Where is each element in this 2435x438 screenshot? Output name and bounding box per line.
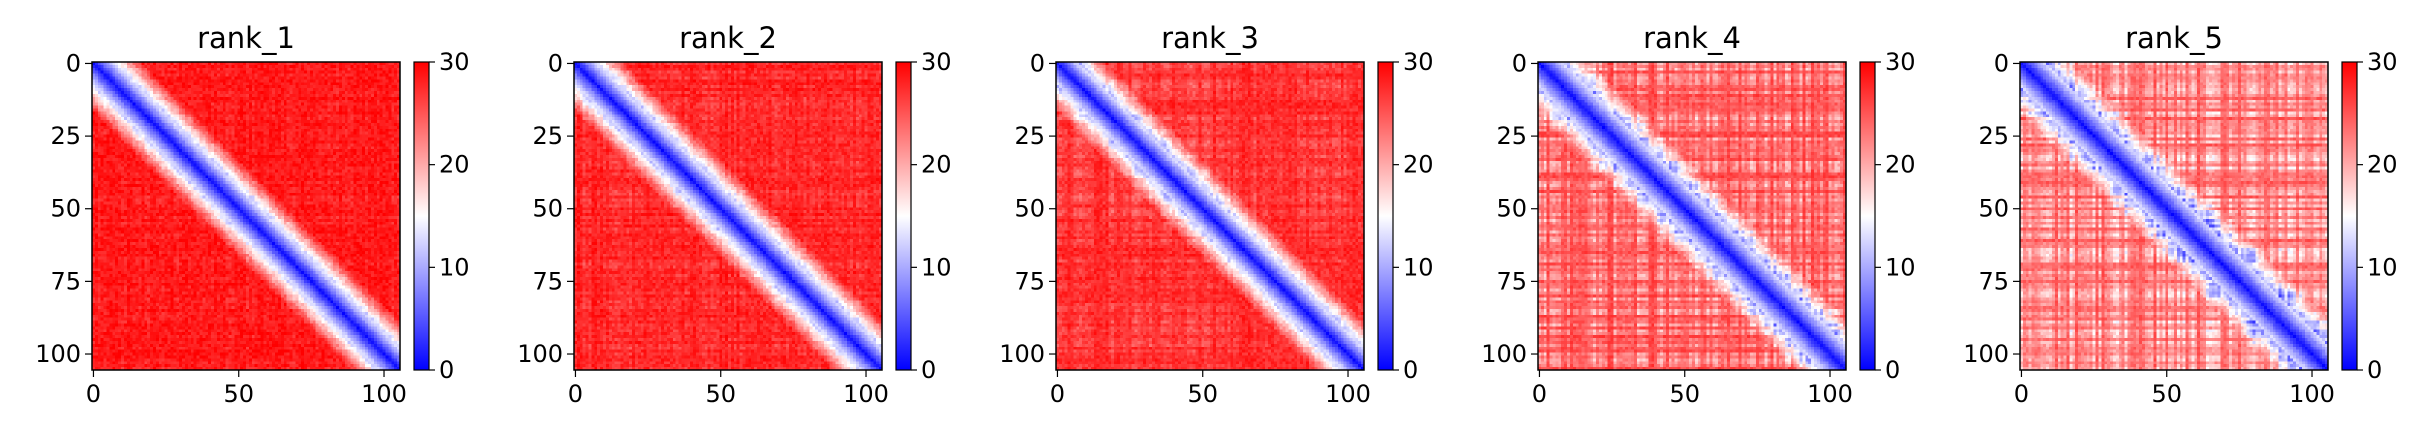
colorbar-tick-label: 10 (1403, 253, 1434, 281)
y-tick-label: 75 (1978, 267, 2009, 295)
y-tick-label: 75 (532, 267, 563, 295)
x-tick-label: 100 (2289, 380, 2335, 408)
colorbar (413, 61, 430, 371)
panel-title: rank_5 (2125, 21, 2223, 55)
y-tick-label: 75 (50, 267, 81, 295)
heatmap-frame (1055, 61, 1365, 371)
x-tick-label: 0 (1532, 380, 1547, 408)
y-tick-label: 50 (50, 195, 81, 223)
colorbar (1859, 61, 1876, 371)
heatmap-frame (1537, 61, 1847, 371)
colorbar (1377, 61, 1394, 371)
y-tick-label: 50 (1014, 195, 1045, 223)
colorbar-tick-label: 0 (1885, 356, 1900, 384)
x-tick-label: 0 (86, 380, 101, 408)
colorbar-tick-label: 30 (1885, 48, 1916, 76)
panel-title: rank_1 (197, 21, 295, 55)
y-tick-label: 0 (548, 49, 563, 77)
x-tick-label: 100 (1807, 380, 1853, 408)
heatmap-cells (574, 62, 882, 370)
colorbar-tick-label: 20 (921, 151, 952, 179)
x-tick-label: 100 (361, 380, 407, 408)
colorbar-tick-label: 30 (439, 48, 470, 76)
colorbar-tick-label: 30 (921, 48, 952, 76)
heatmap-cells (2020, 62, 2328, 370)
x-tick-label: 0 (2014, 380, 2029, 408)
y-tick-label: 25 (532, 122, 563, 150)
y-tick-label: 75 (1496, 267, 1527, 295)
x-tick-label: 50 (1187, 380, 1218, 408)
x-tick-label: 0 (568, 380, 583, 408)
colorbar-tick-label: 0 (2367, 356, 2382, 384)
colorbar-tick-label: 10 (921, 253, 952, 281)
colorbar-tick-label: 20 (2367, 151, 2398, 179)
y-tick-label: 25 (50, 122, 81, 150)
y-tick-label: 0 (1994, 49, 2009, 77)
panel-title: rank_2 (679, 21, 777, 55)
heatmap-cells (1538, 62, 1846, 370)
colorbar-tick-label: 20 (1885, 151, 1916, 179)
x-tick-label: 50 (705, 380, 736, 408)
y-tick-label: 100 (1963, 340, 2009, 368)
y-tick-label: 25 (1978, 122, 2009, 150)
y-tick-label: 0 (1030, 49, 1045, 77)
y-tick-label: 75 (1014, 267, 1045, 295)
y-tick-label: 100 (517, 340, 563, 368)
x-tick-label: 100 (843, 380, 889, 408)
y-tick-label: 100 (999, 340, 1045, 368)
colorbar-tick-label: 20 (439, 151, 470, 179)
colorbar-tick-label: 0 (1403, 356, 1418, 384)
panel-title: rank_4 (1643, 21, 1741, 55)
heatmap-frame (573, 61, 883, 371)
y-tick-label: 25 (1014, 122, 1045, 150)
heatmap-cells (92, 62, 400, 370)
colorbar (2341, 61, 2358, 371)
y-tick-label: 25 (1496, 122, 1527, 150)
colorbar-tick-label: 10 (2367, 253, 2398, 281)
colorbar-tick-label: 30 (2367, 48, 2398, 76)
y-tick-label: 50 (1978, 195, 2009, 223)
colorbar-tick-label: 30 (1403, 48, 1434, 76)
x-tick-label: 50 (223, 380, 254, 408)
heatmap-frame (91, 61, 401, 371)
x-tick-label: 50 (1669, 380, 1700, 408)
y-tick-label: 0 (1512, 49, 1527, 77)
colorbar-tick-label: 20 (1403, 151, 1434, 179)
y-tick-label: 100 (35, 340, 81, 368)
colorbar-tick-label: 0 (921, 356, 936, 384)
colorbar (895, 61, 912, 371)
colorbar-tick-label: 10 (439, 253, 470, 281)
y-tick-label: 0 (66, 49, 81, 77)
colorbar-tick-label: 0 (439, 356, 454, 384)
colorbar-tick-label: 10 (1885, 253, 1916, 281)
heatmap-cells (1056, 62, 1364, 370)
y-tick-label: 50 (532, 195, 563, 223)
x-tick-label: 0 (1050, 380, 1065, 408)
y-tick-label: 100 (1481, 340, 1527, 368)
heatmap-frame (2019, 61, 2329, 371)
x-tick-label: 100 (1325, 380, 1371, 408)
y-tick-label: 50 (1496, 195, 1527, 223)
panel-title: rank_3 (1161, 21, 1259, 55)
x-tick-label: 50 (2151, 380, 2182, 408)
